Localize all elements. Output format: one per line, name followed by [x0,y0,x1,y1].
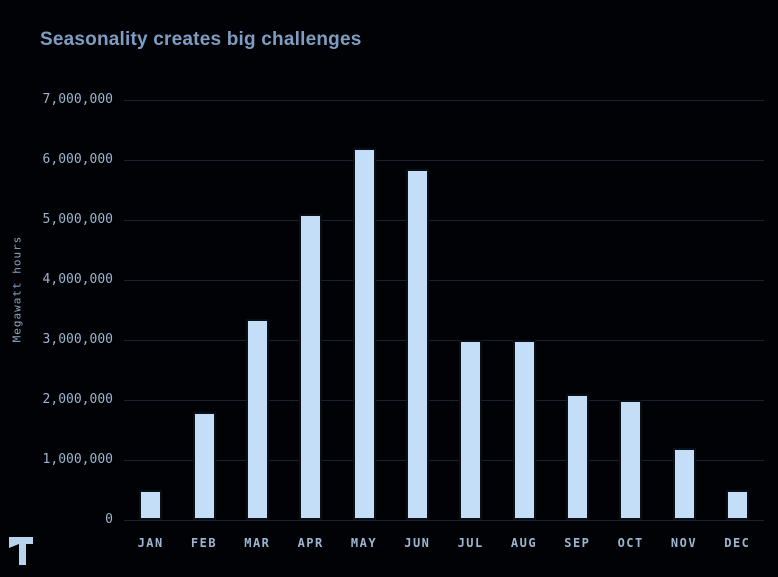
brand-t-logo-shape [9,537,33,565]
gridline-0 [124,520,764,521]
x-tick-label-nov: NOV [670,536,698,550]
bar-jul [459,340,483,520]
bar-aug [512,340,536,520]
x-tick-label-jul: JUL [457,536,484,550]
bar-sep [565,394,589,520]
gridline-1000000 [124,460,764,461]
y-axis-title: Megawatt hours [10,235,24,343]
x-tick-label-may: MAY [350,536,378,550]
gridline-6000000 [124,160,764,161]
bar-oct [619,400,643,520]
bar-may [352,148,376,520]
chart-title: Seasonality creates big challenges [40,29,362,50]
x-tick-label-oct: OCT [617,536,644,550]
bar-apr [299,214,323,520]
brand-t-logo [9,537,33,565]
x-tick-label-mar: MAR [244,536,271,550]
x-tick-label-jan: JAN [137,536,164,550]
y-tick-label-2000000: 2,000,000 [42,392,113,407]
x-tick-label-aug: AUG [510,536,538,550]
bar-dec [725,490,749,520]
gridline-4000000 [124,280,764,281]
bar-feb [192,412,216,520]
gridline-2000000 [124,400,764,401]
gridline-7000000 [124,100,764,101]
x-tick-label-sep: SEP [564,536,591,550]
y-tick-label-1000000: 1,000,000 [42,452,113,467]
gridline-5000000 [124,220,764,221]
y-tick-label-4000000: 4,000,000 [42,272,113,287]
y-tick-label-5000000: 5,000,000 [42,212,113,227]
x-tick-label-dec: DEC [724,536,751,550]
bar-nov [672,448,696,520]
y-tick-label-6000000: 6,000,000 [42,152,113,167]
x-tick-label-jun: JUN [404,536,431,550]
gridline-3000000 [124,340,764,341]
y-tick-label-7000000: 7,000,000 [42,92,113,107]
bar-mar [245,319,269,520]
x-tick-label-apr: APR [297,536,324,550]
y-tick-label-3000000: 3,000,000 [42,332,113,347]
bar-jun [405,169,429,520]
x-tick-label-feb: FEB [190,536,218,550]
bar-jan [139,490,163,520]
y-tick-label-0: 0 [105,512,113,527]
